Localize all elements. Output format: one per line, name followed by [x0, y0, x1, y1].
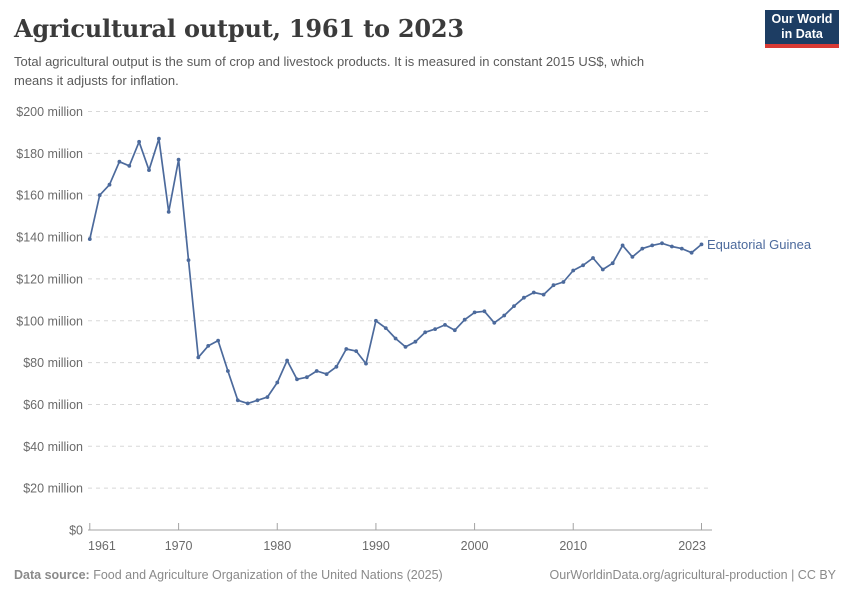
data-point-marker[interactable] [265, 395, 270, 399]
data-point-marker[interactable] [561, 280, 566, 284]
data-point-marker[interactable] [176, 157, 181, 162]
data-point-marker[interactable] [531, 290, 536, 295]
y-axis-label: $0 [69, 524, 83, 538]
y-axis-label: $100 million [16, 314, 83, 328]
data-point-marker[interactable] [216, 338, 221, 343]
chart-subtitle: Total agricultural output is the sum of … [14, 52, 774, 90]
data-point-marker[interactable] [492, 320, 497, 325]
data-point-marker[interactable] [295, 377, 299, 382]
data-point-marker[interactable] [117, 159, 122, 164]
data-point-marker[interactable] [699, 242, 704, 247]
data-point-marker[interactable] [433, 327, 437, 331]
data-point-marker[interactable] [186, 258, 191, 262]
data-point-marker[interactable] [620, 243, 625, 248]
data-point-marker[interactable] [472, 310, 477, 315]
data-point-marker[interactable] [581, 263, 585, 268]
data-point-marker[interactable] [245, 401, 250, 406]
data-point-marker[interactable] [166, 210, 171, 214]
data-point-marker[interactable] [512, 304, 516, 308]
series-line [88, 137, 703, 405]
data-point-marker[interactable] [285, 358, 289, 363]
data-point-marker[interactable] [630, 255, 635, 259]
data-point-marker[interactable] [413, 339, 418, 344]
data-point-marker[interactable] [591, 256, 595, 260]
data-point-marker[interactable] [403, 345, 408, 349]
owid-logo-line1: Our World [771, 12, 833, 26]
x-axis-label: 2000 [461, 539, 489, 553]
chart-title: Agricultural output, 1961 to 2023 [14, 14, 464, 43]
data-point-marker[interactable] [314, 369, 319, 373]
data-source-text: Food and Agriculture Organization of the… [89, 568, 443, 582]
owid-logo-line2: in Data [781, 27, 823, 41]
x-axis-label: 2010 [559, 539, 587, 553]
data-point-marker[interactable] [334, 364, 339, 369]
entity-label[interactable]: Equatorial Guinea [707, 237, 812, 252]
data-source-label: Data source: [14, 568, 90, 582]
data-point-marker[interactable] [452, 328, 457, 333]
y-axis-label: $20 million [23, 482, 83, 496]
data-point-marker[interactable] [541, 292, 546, 297]
license-link[interactable]: OurWorldinData.org/agricultural-producti… [549, 568, 836, 582]
data-point-marker[interactable] [393, 336, 398, 341]
data-point-marker[interactable] [689, 250, 694, 255]
x-axis-label: 1980 [263, 539, 291, 553]
data-point-marker[interactable] [324, 372, 329, 376]
data-point-marker[interactable] [226, 369, 230, 373]
data-point-marker[interactable] [423, 330, 428, 335]
data-point-marker[interactable] [275, 380, 280, 385]
data-point-marker[interactable] [137, 139, 142, 144]
data-point-marker[interactable] [522, 295, 526, 300]
data-point-marker[interactable] [679, 246, 684, 251]
data-point-marker[interactable] [640, 246, 645, 251]
data-point-marker[interactable] [502, 313, 507, 318]
x-axis-label: 2023 [678, 539, 706, 553]
y-axis-label: $40 million [23, 440, 83, 454]
y-axis-label: $160 million [16, 189, 83, 203]
data-point-marker[interactable] [305, 375, 309, 380]
data-point-marker[interactable] [660, 241, 664, 246]
chart-subtitle-line1: Total agricultural output is the sum of … [14, 54, 645, 69]
data-point-marker[interactable] [255, 398, 260, 403]
data-point-marker[interactable] [571, 268, 576, 273]
data-point-marker[interactable] [650, 243, 655, 248]
y-axis-label: $80 million [23, 356, 83, 370]
x-axis-label: 1961 [88, 539, 116, 553]
data-point-marker[interactable] [87, 237, 92, 242]
data-point-marker[interactable] [670, 244, 674, 249]
data-point-marker[interactable] [443, 323, 447, 327]
line-chart: $0 $20 million $40 million $60 million $80 m… [16, 105, 812, 553]
y-axis-label: $120 million [16, 272, 83, 286]
data-point-marker[interactable] [551, 283, 556, 288]
data-point-marker[interactable] [97, 193, 102, 198]
data-point-marker[interactable] [354, 349, 359, 353]
data-point-marker[interactable] [462, 317, 467, 322]
data-point-marker[interactable] [147, 168, 151, 173]
data-point-marker[interactable] [383, 326, 388, 330]
y-axis-label: $60 million [23, 398, 83, 412]
data-source: Data source: Food and Agriculture Organi… [14, 568, 443, 582]
data-point-marker[interactable] [235, 398, 240, 403]
data-point-marker[interactable] [127, 164, 132, 168]
y-axis-label: $180 million [16, 147, 83, 161]
data-point-marker[interactable] [107, 182, 112, 187]
data-point-marker[interactable] [364, 361, 368, 366]
data-point-marker[interactable] [206, 344, 211, 348]
data-point-marker[interactable] [600, 267, 605, 272]
y-axis-label: $140 million [16, 231, 83, 245]
data-point-marker[interactable] [374, 318, 378, 323]
data-point-marker[interactable] [157, 136, 161, 141]
x-axis-label: 1990 [362, 539, 390, 553]
data-point-marker[interactable] [482, 309, 487, 314]
x-axis-label: 1970 [165, 539, 193, 553]
data-point-marker[interactable] [610, 261, 615, 266]
chart-subtitle-line2: means it adjusts for inflation. [14, 73, 179, 88]
data-point-marker[interactable] [344, 347, 349, 351]
owid-logo[interactable]: Our World in Data [765, 10, 839, 48]
data-point-marker[interactable] [196, 355, 201, 360]
y-axis-label: $200 million [16, 105, 83, 119]
